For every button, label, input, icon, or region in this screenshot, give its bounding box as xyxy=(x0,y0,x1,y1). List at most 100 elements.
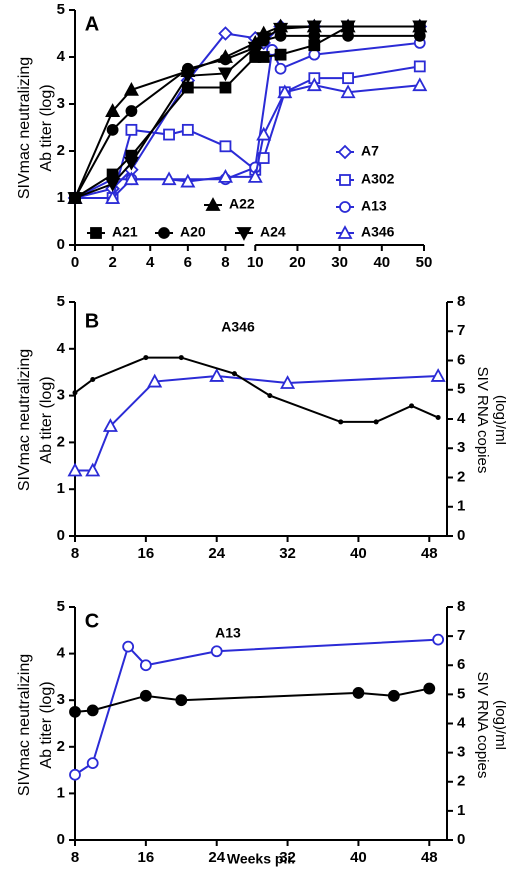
y2-axis-label: (log)/ml xyxy=(492,700,506,750)
marker xyxy=(122,640,135,653)
marker xyxy=(158,227,170,239)
marker xyxy=(210,645,223,658)
x-tick-label: 20 xyxy=(289,254,306,271)
y-tick-label: 2 xyxy=(57,142,65,159)
y-axis-label: Ab titer (log) xyxy=(38,84,55,171)
marker xyxy=(387,689,400,702)
marker xyxy=(205,197,221,211)
marker xyxy=(308,48,321,61)
y2-tick-label: 7 xyxy=(457,627,465,644)
point xyxy=(143,355,149,361)
marker xyxy=(277,84,293,99)
y2-tick-label: 4 xyxy=(457,410,466,427)
marker xyxy=(217,67,233,82)
legend-label: A7 xyxy=(361,143,379,159)
x-axis-label: Weeks p.i. xyxy=(227,851,295,867)
marker xyxy=(340,20,356,35)
x-tick-label: 8 xyxy=(221,254,229,271)
marker xyxy=(256,126,272,141)
marker xyxy=(125,105,138,117)
y-tick-label: 5 xyxy=(57,293,65,310)
marker xyxy=(274,48,287,61)
y-tick-label: 4 xyxy=(57,48,66,65)
marker xyxy=(219,53,232,66)
series-line xyxy=(74,638,439,776)
y2-axis-label: SIV RNA copies xyxy=(474,367,491,474)
marker xyxy=(273,22,289,37)
x-tick-label: 40 xyxy=(350,545,367,562)
marker xyxy=(340,84,356,99)
marker xyxy=(337,144,353,160)
marker xyxy=(218,26,233,41)
marker xyxy=(123,156,139,171)
marker xyxy=(339,174,351,186)
marker xyxy=(217,168,233,183)
marker xyxy=(105,103,121,117)
marker xyxy=(219,140,232,153)
x-tick-label: 8 xyxy=(71,545,79,562)
marker xyxy=(412,20,428,35)
marker xyxy=(85,462,101,477)
x-tick-label: 48 xyxy=(421,849,438,866)
marker xyxy=(69,705,81,718)
marker xyxy=(139,659,152,672)
marker xyxy=(423,682,436,695)
y-tick-label: 4 xyxy=(57,340,66,357)
y-tick-label: 1 xyxy=(57,784,65,801)
x-tick-label: 40 xyxy=(350,849,367,866)
marker xyxy=(69,768,81,781)
legend-label: A24 xyxy=(260,224,286,240)
marker xyxy=(123,171,139,186)
point xyxy=(231,371,237,377)
marker xyxy=(139,689,152,702)
marker xyxy=(413,60,426,73)
point xyxy=(338,419,344,425)
marker xyxy=(274,62,287,75)
x-tick-label: 10 xyxy=(247,254,264,271)
marker xyxy=(209,368,225,382)
y2-tick-label: 5 xyxy=(457,685,465,702)
marker xyxy=(432,633,445,646)
marker xyxy=(308,39,321,52)
marker xyxy=(236,227,252,241)
x-tick-label: 6 xyxy=(184,254,192,271)
y-tick-label: 3 xyxy=(57,95,65,112)
marker xyxy=(180,173,196,188)
panel-title: A346 xyxy=(221,319,255,335)
legend-label: A20 xyxy=(180,224,206,240)
marker xyxy=(352,687,365,699)
y2-tick-label: 6 xyxy=(457,656,465,673)
marker xyxy=(86,704,99,717)
y-tick-label: 5 xyxy=(57,1,65,18)
marker xyxy=(181,81,194,94)
y-tick-label: 2 xyxy=(57,738,65,755)
marker xyxy=(219,81,232,94)
y2-tick-label: 6 xyxy=(457,351,465,368)
marker xyxy=(247,41,263,56)
y2-tick-label: 3 xyxy=(457,439,465,456)
y-tick-label: 5 xyxy=(57,598,65,615)
marker xyxy=(337,225,353,239)
y-tick-label: 1 xyxy=(57,189,65,206)
panel-title: A13 xyxy=(215,625,241,641)
x-tick-label: 40 xyxy=(373,254,390,271)
x-tick-label: 16 xyxy=(138,849,155,866)
series-line xyxy=(75,374,439,472)
marker xyxy=(147,373,163,388)
marker xyxy=(102,418,118,432)
y2-tick-label: 4 xyxy=(457,714,466,731)
marker xyxy=(86,757,99,770)
marker xyxy=(67,462,83,477)
marker xyxy=(90,227,102,239)
y-axis-label: SIVmac neutralizing xyxy=(16,349,33,491)
x-tick-label: 24 xyxy=(208,849,225,866)
marker xyxy=(105,190,121,204)
y2-axis-label: (log)/ml xyxy=(492,395,506,445)
y2-tick-label: 5 xyxy=(457,381,465,398)
marker xyxy=(257,51,270,63)
marker xyxy=(306,20,322,35)
x-tick-label: 8 xyxy=(71,849,79,866)
marker xyxy=(412,77,428,92)
y-axis-label: SIVmac neutralizing xyxy=(16,654,33,796)
marker xyxy=(342,72,354,85)
